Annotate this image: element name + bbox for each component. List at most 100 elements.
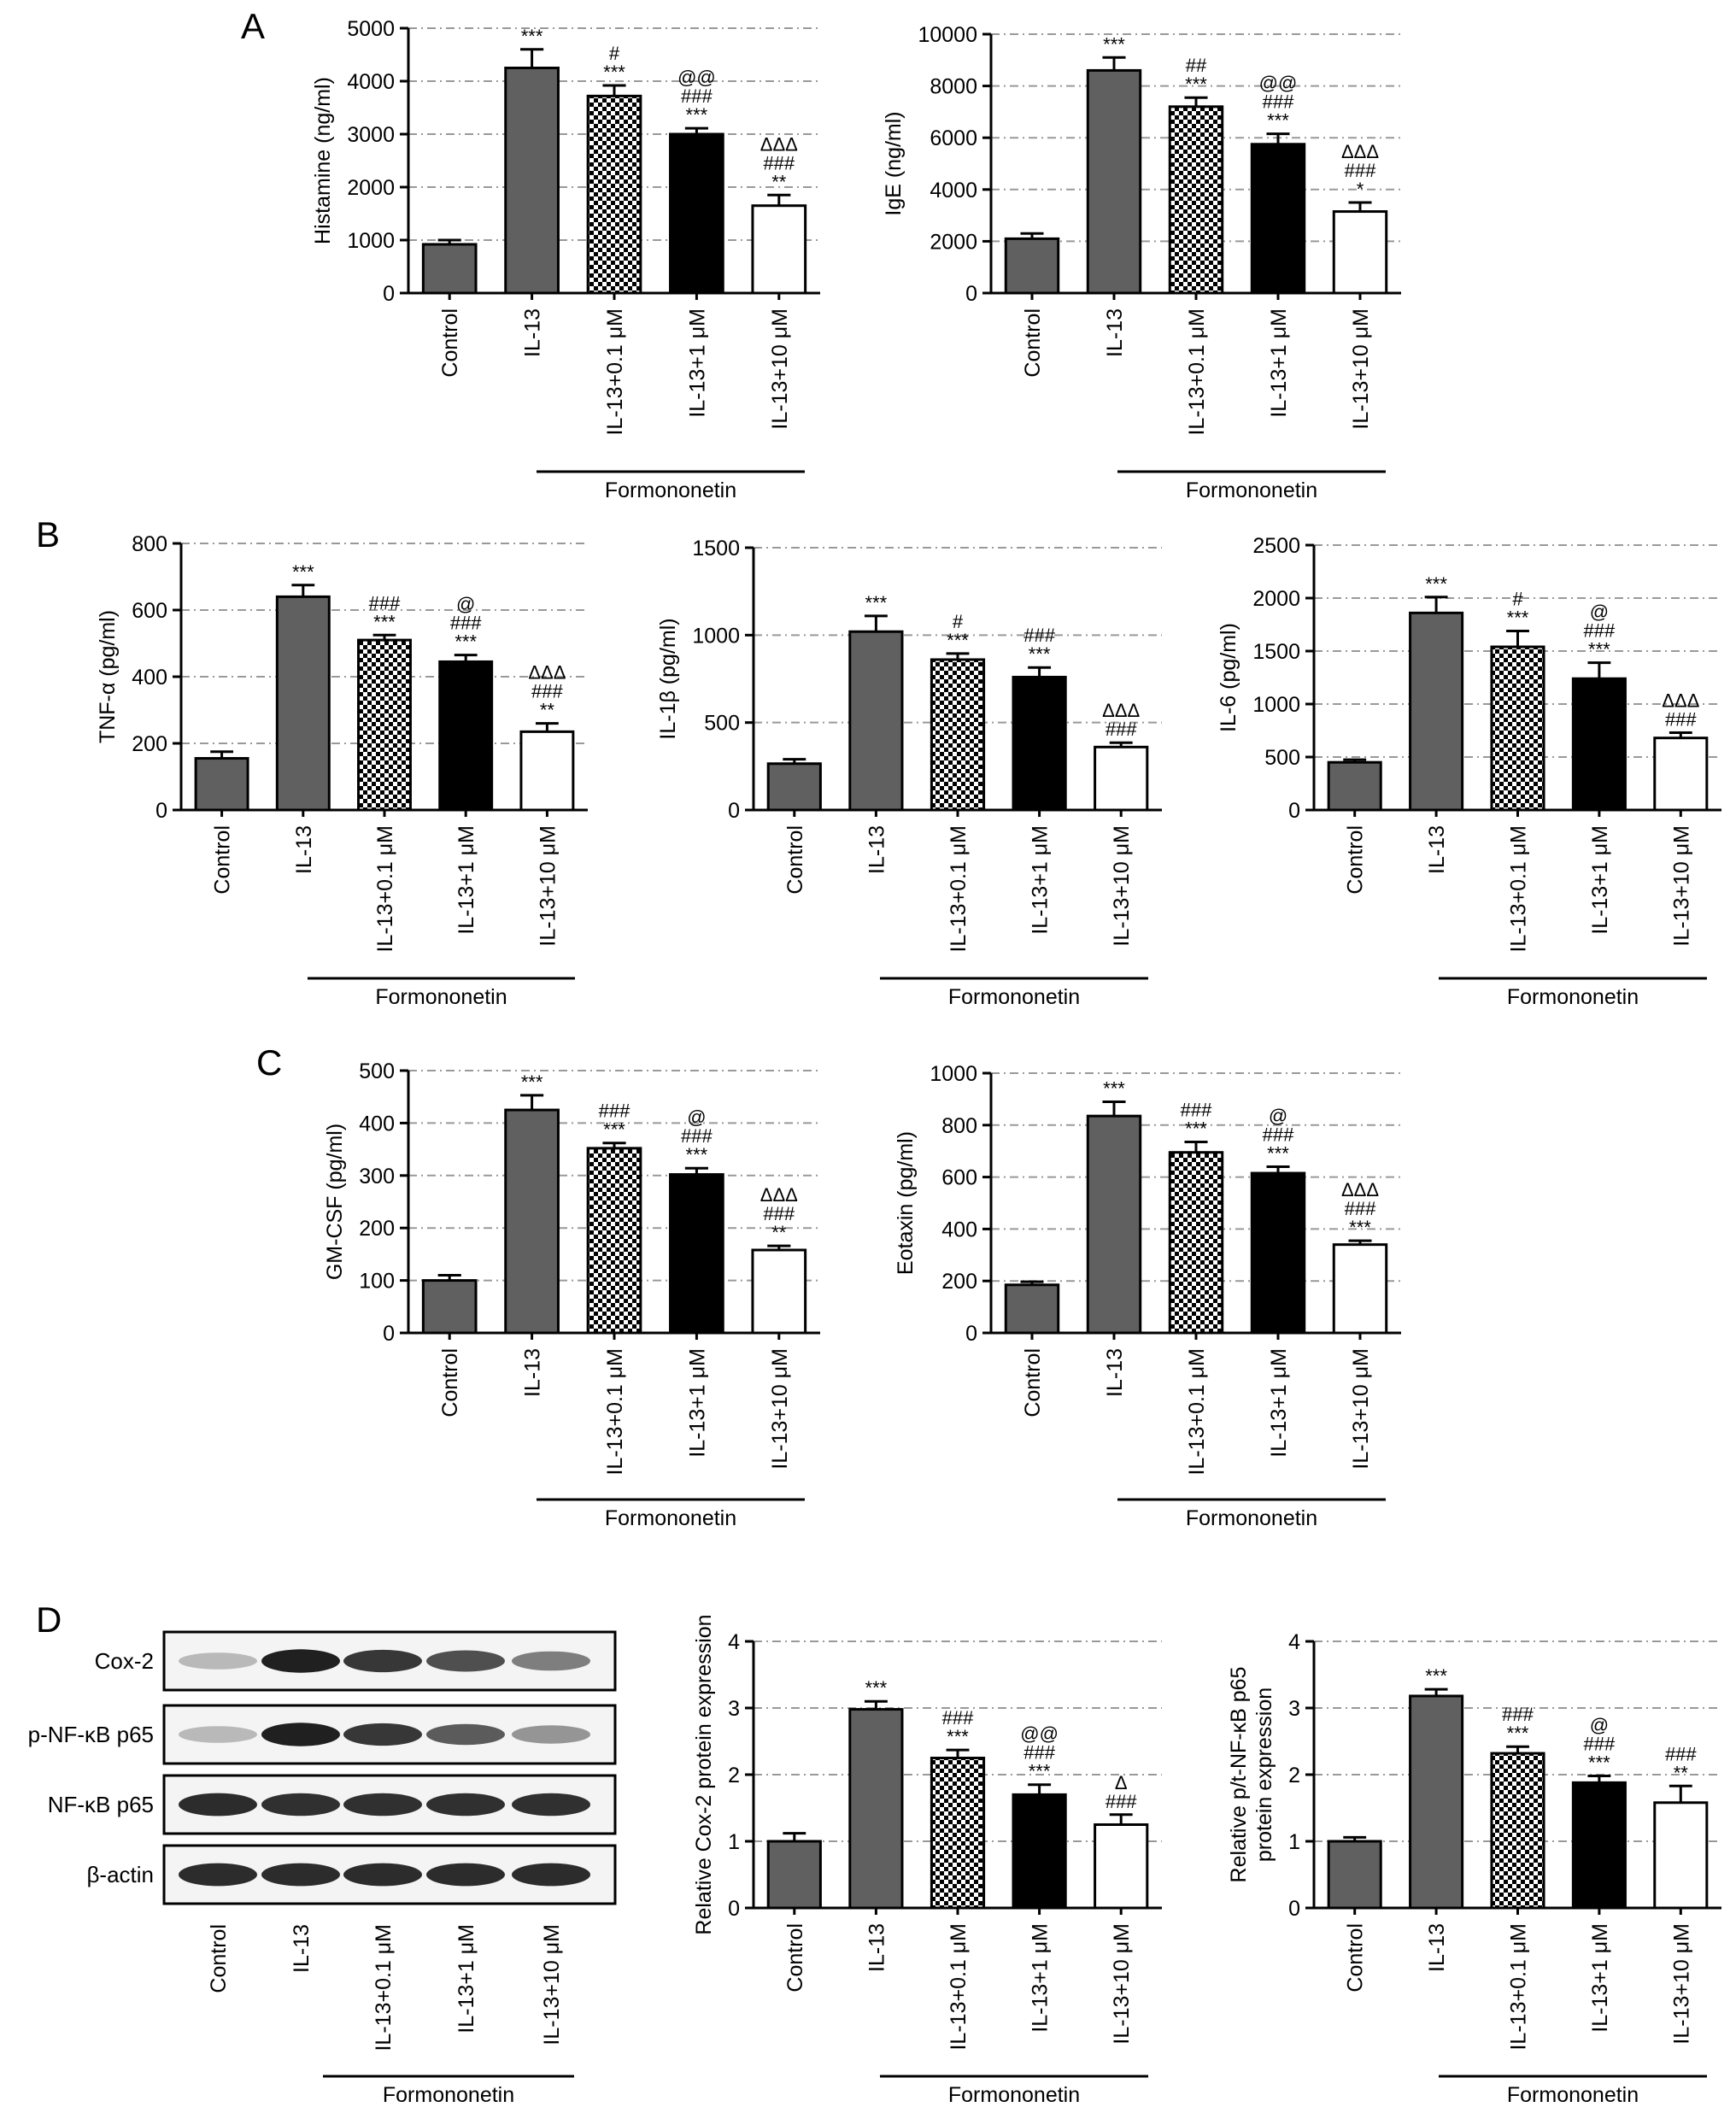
significance-label: *** bbox=[373, 611, 396, 632]
error-bar bbox=[783, 758, 806, 764]
blot-row: p-NF-κB p65 bbox=[28, 1704, 617, 1765]
x-tick-label: IL-13 bbox=[1425, 1923, 1449, 1972]
chart-2: ***##*** @@###***ΔΔΔ###*02000400060008000… bbox=[882, 23, 1401, 502]
x-tick-label: IL-13+10 μM bbox=[536, 825, 560, 947]
x-tick-label: IL-13+0.1 μM bbox=[1507, 1923, 1531, 2051]
blot-band bbox=[261, 1863, 340, 1887]
error-bar bbox=[1669, 1784, 1692, 1803]
blot-band bbox=[261, 1793, 340, 1817]
significance-label: @@ bbox=[1259, 73, 1298, 94]
x-tick-label: IL-13+10 μM bbox=[1669, 1923, 1693, 2045]
significance-label: ### bbox=[763, 152, 795, 173]
bar-1 bbox=[1327, 1840, 1382, 1910]
significance-label: *** bbox=[603, 1119, 625, 1141]
x-tick-label: IL-13+1 μM bbox=[1267, 308, 1291, 418]
y-tick-label: 0 bbox=[965, 282, 977, 306]
x-tick-label: IL-13+10 μM bbox=[1110, 1923, 1134, 2045]
y-tick-label: 100 bbox=[359, 1270, 395, 1294]
y-tick-label: 3 bbox=[728, 1697, 740, 1721]
y-tick-label: 400 bbox=[132, 666, 167, 690]
bar-2 bbox=[848, 1708, 904, 1910]
y-tick-label: 4 bbox=[728, 1630, 740, 1654]
y-tick-label: 2 bbox=[1288, 1764, 1300, 1787]
error-bar bbox=[372, 633, 396, 641]
significance-label: @ bbox=[1590, 602, 1609, 623]
y-tick-label: 1000 bbox=[692, 624, 740, 648]
blot-band bbox=[512, 1725, 590, 1744]
y-axis-title: Relative Cox-2 protein expression bbox=[692, 1614, 716, 1934]
blot-band-label: p-NF-κB p65 bbox=[28, 1722, 154, 1747]
blot-band bbox=[179, 1793, 257, 1817]
bar-1 bbox=[1004, 237, 1060, 295]
significance-label: ΔΔΔ bbox=[1341, 1179, 1379, 1200]
x-tick-label: IL-13+10 μM bbox=[1669, 825, 1693, 947]
significance-label: *** bbox=[1349, 1217, 1371, 1238]
y-tick-label: 4 bbox=[1288, 1630, 1300, 1654]
bar-5 bbox=[1094, 1823, 1149, 1910]
error-bar bbox=[602, 1142, 626, 1148]
panel-letter-D: D bbox=[36, 1599, 62, 1640]
significance-label: ### bbox=[450, 613, 482, 634]
bar-1 bbox=[766, 762, 822, 812]
significance-label: ΔΔΔ bbox=[760, 133, 798, 155]
bar-3 bbox=[586, 94, 642, 295]
significance-label: ### bbox=[1502, 1704, 1534, 1725]
error-bar bbox=[291, 584, 315, 597]
significance-label: *** bbox=[1267, 1142, 1289, 1164]
significance-label: # bbox=[1512, 588, 1523, 609]
significance-label: ### bbox=[599, 1101, 630, 1122]
significance-label: ### bbox=[681, 85, 713, 107]
significance-label: ### bbox=[1181, 1100, 1212, 1121]
x-tick-label: IL-13+1 μM bbox=[1029, 1923, 1053, 2033]
significance-label: @ bbox=[1269, 1105, 1287, 1126]
error-bar bbox=[1184, 96, 1208, 107]
blot-band bbox=[343, 1863, 422, 1887]
bar-2 bbox=[1086, 68, 1142, 295]
error-bar bbox=[1020, 1280, 1044, 1285]
y-tick-label: 5000 bbox=[347, 17, 395, 41]
significance-label: @ bbox=[1590, 1715, 1609, 1736]
significance-label: ### bbox=[1345, 1198, 1376, 1219]
significance-label: ### bbox=[681, 1125, 713, 1147]
error-bar bbox=[535, 722, 559, 732]
bar-5 bbox=[1332, 210, 1388, 295]
x-tick-label: Control bbox=[783, 1923, 807, 1993]
y-tick-label: 0 bbox=[155, 799, 167, 823]
y-tick-label: 500 bbox=[359, 1059, 395, 1083]
blot-lane-label: IL-13 bbox=[290, 1924, 314, 1973]
error-bar bbox=[864, 614, 888, 632]
bar-3 bbox=[1490, 1752, 1545, 1910]
blot-lane-label: IL-13+10 μM bbox=[540, 1924, 564, 2046]
y-tick-label: 400 bbox=[941, 1218, 977, 1241]
group-label: Formononetin bbox=[375, 985, 507, 1009]
significance-label: ΔΔΔ bbox=[1341, 141, 1379, 162]
y-tick-label: 4000 bbox=[930, 179, 977, 202]
chart-5: ***#*** @###***ΔΔΔ###05001000150020002500… bbox=[1217, 534, 1721, 1009]
y-tick-label: 0 bbox=[728, 1897, 740, 1921]
significance-label: *** bbox=[686, 1144, 708, 1165]
significance-label: *** bbox=[1103, 33, 1125, 55]
blot-row: Cox-2 bbox=[95, 1630, 617, 1692]
bar-5 bbox=[751, 1248, 807, 1335]
bar-5 bbox=[751, 204, 807, 295]
group-label: Formononetin bbox=[605, 1506, 736, 1530]
error-bar bbox=[946, 1748, 970, 1758]
significance-label: ### bbox=[1263, 1124, 1294, 1145]
blot-group-label: Formononetin bbox=[383, 2083, 514, 2107]
bar-4 bbox=[1571, 677, 1627, 812]
blot-band bbox=[343, 1649, 422, 1673]
x-tick-label: IL-13+1 μM bbox=[1029, 825, 1053, 935]
bar-4 bbox=[1250, 1171, 1306, 1335]
significance-label: @@ bbox=[677, 67, 716, 88]
blot-band-label: β-actin bbox=[86, 1862, 154, 1887]
x-tick-label: IL-13+0.1 μM bbox=[947, 825, 971, 953]
bar-3 bbox=[930, 658, 986, 812]
significance-label: *** bbox=[1029, 1761, 1051, 1782]
significance-label: *** bbox=[1588, 639, 1610, 660]
bar-1 bbox=[1327, 760, 1382, 812]
significance-label: *** bbox=[521, 26, 543, 47]
chart-3: ***###***@###***ΔΔΔ###**0200400600800TNF… bbox=[96, 532, 588, 1009]
significance-label: ** bbox=[1674, 1762, 1689, 1783]
significance-label: ### bbox=[369, 592, 401, 613]
